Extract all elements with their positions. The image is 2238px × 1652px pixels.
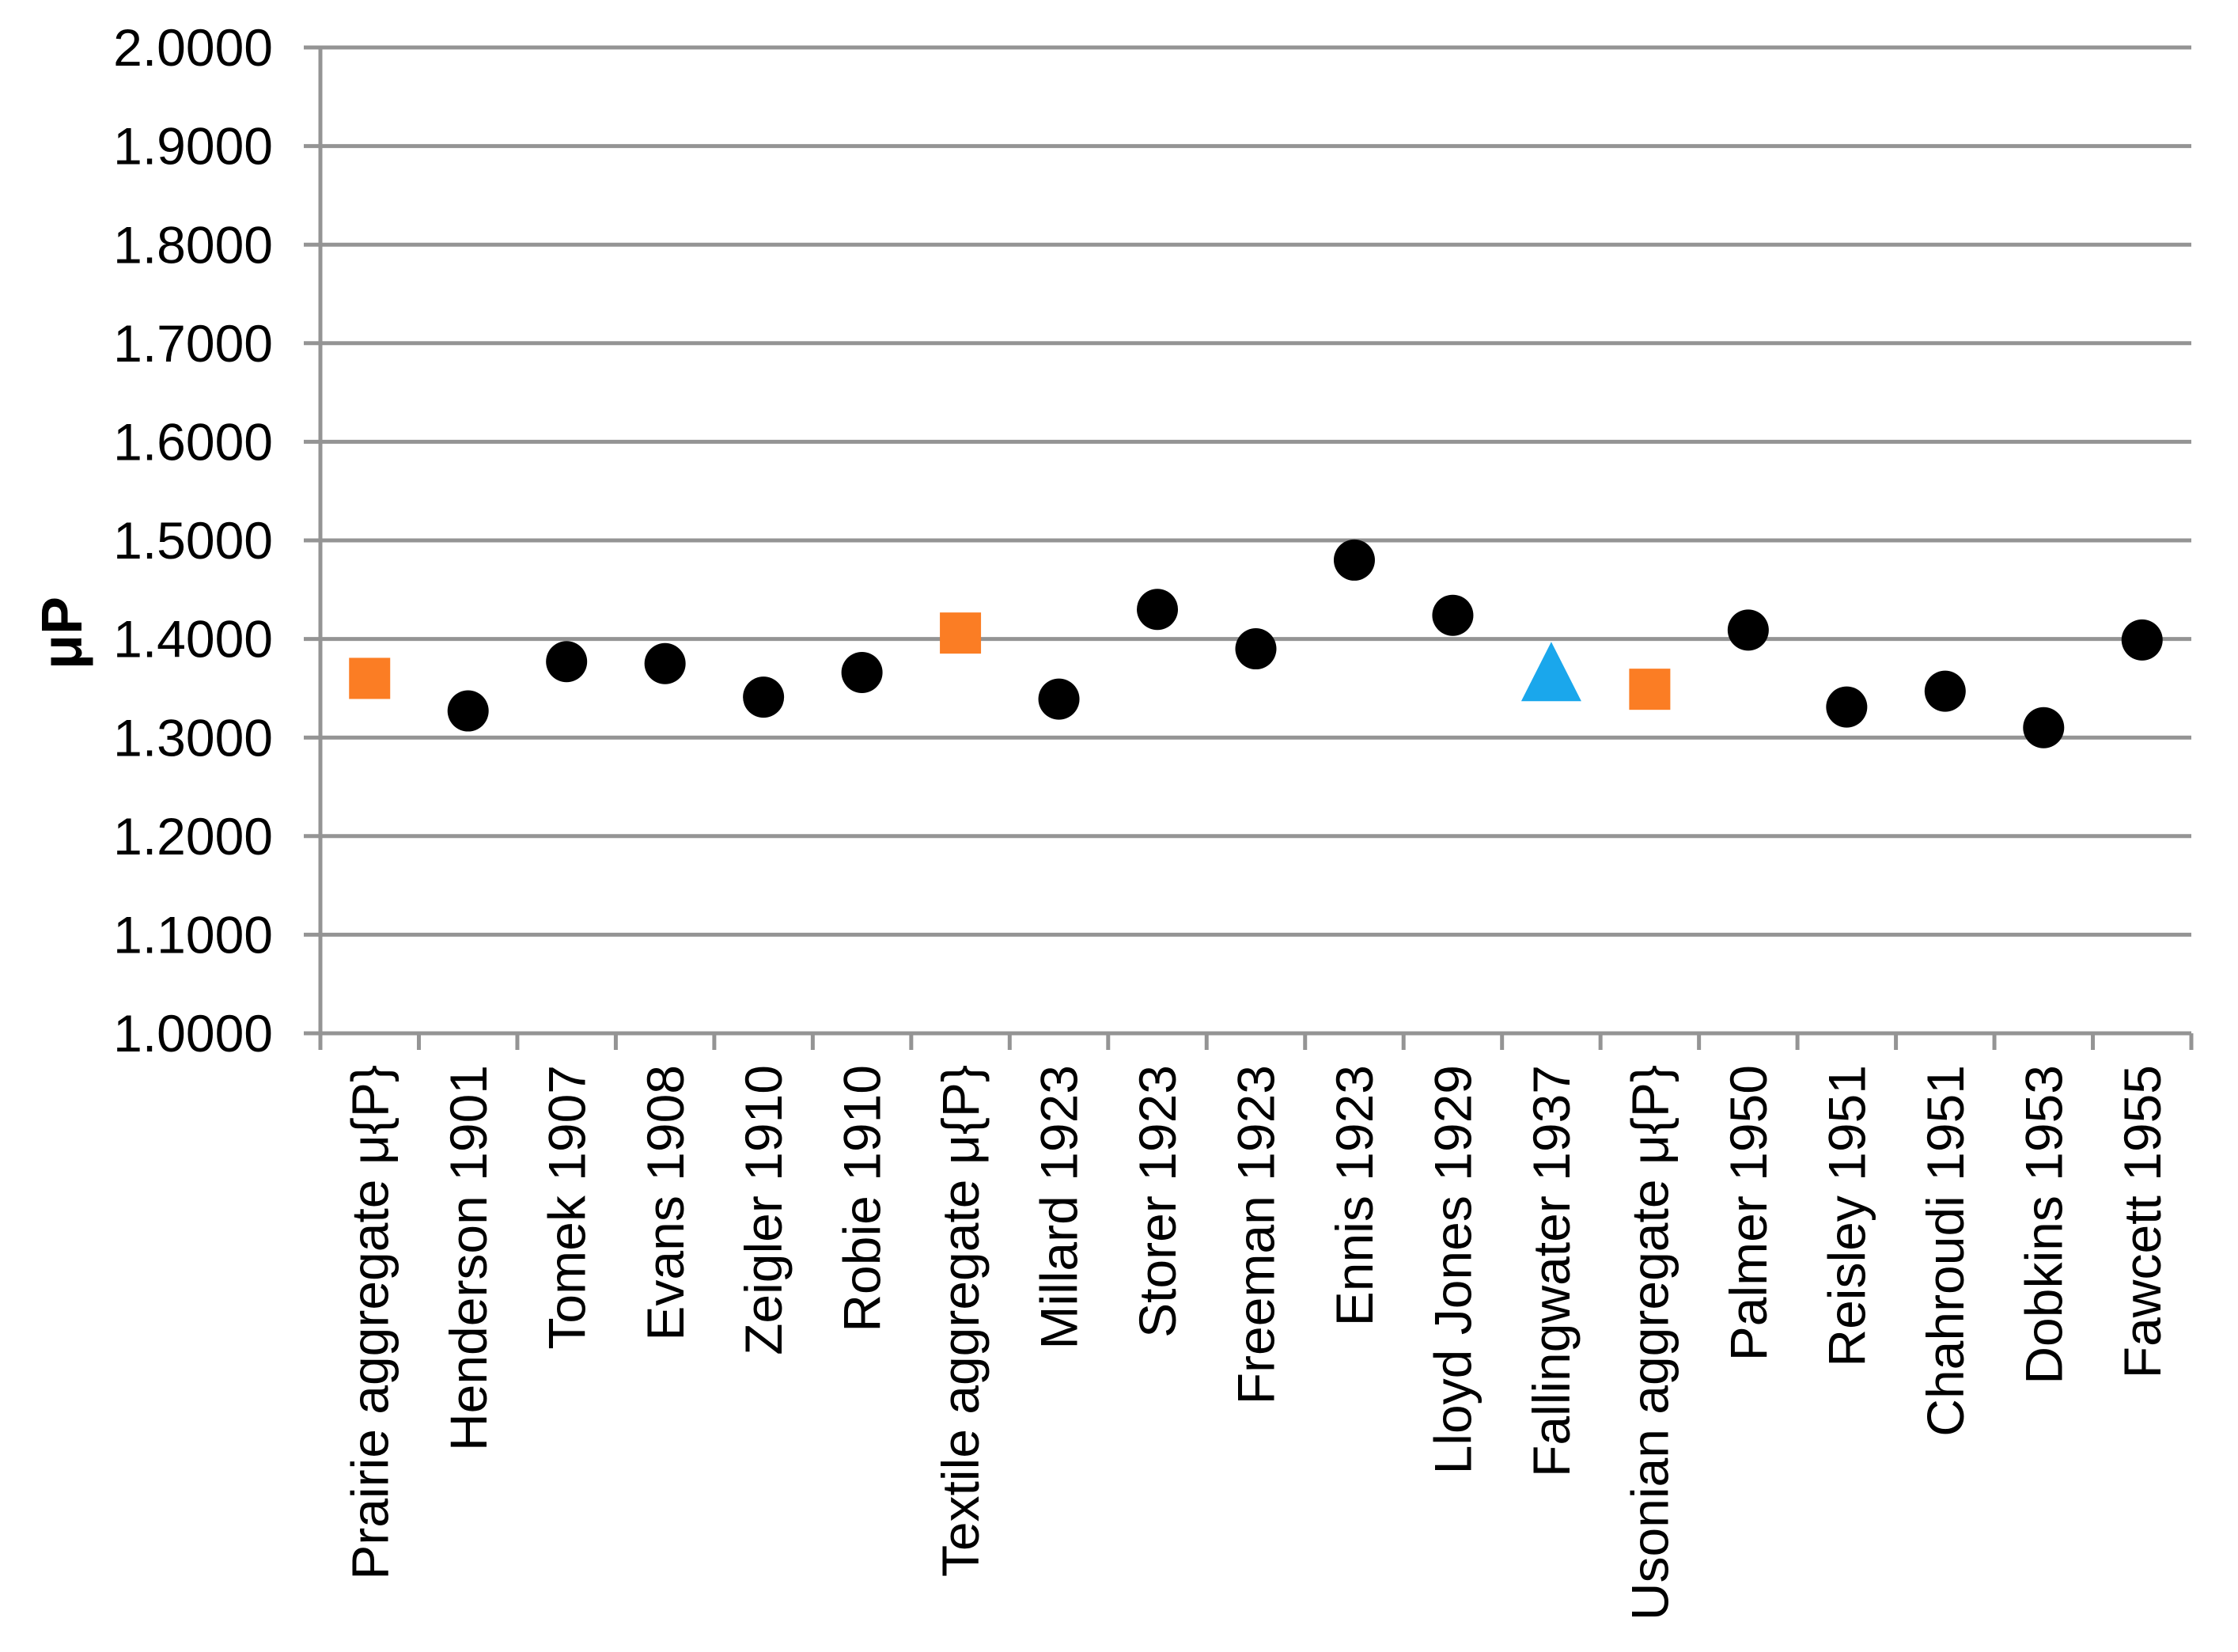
x-category-label: Chahroudi 1951 bbox=[1916, 1065, 1975, 1437]
x-category-label: Ennis 1923 bbox=[1325, 1065, 1384, 1326]
x-category-label: Fawcett 1955 bbox=[2113, 1065, 2172, 1378]
data-point-circle bbox=[2121, 619, 2163, 661]
x-category-label: Zeigler 1910 bbox=[734, 1065, 793, 1355]
x-category-label: Storer 1923 bbox=[1128, 1065, 1187, 1338]
y-tick-label: 1.6000 bbox=[113, 413, 273, 472]
x-category-label: Textile aggregate μ{P} bbox=[931, 1065, 990, 1577]
data-point-circle bbox=[644, 642, 686, 684]
y-tick-label: 1.7000 bbox=[113, 314, 273, 373]
data-point-circle bbox=[1432, 594, 1474, 636]
data-point-circle bbox=[2023, 707, 2065, 748]
x-category-label: Reisley 1951 bbox=[1817, 1065, 1876, 1367]
x-category-label: Fallingwater 1937 bbox=[1522, 1065, 1581, 1477]
y-tick-label: 1.0000 bbox=[113, 1004, 273, 1063]
x-category-label: Evans 1908 bbox=[636, 1065, 695, 1341]
y-tick-label: 1.1000 bbox=[113, 906, 273, 964]
y-tick-label: 1.3000 bbox=[113, 708, 273, 767]
y-tick-label: 2.0000 bbox=[113, 18, 273, 77]
y-tick-label: 1.5000 bbox=[113, 511, 273, 570]
y-tick-label: 1.8000 bbox=[113, 215, 273, 274]
data-point-circle bbox=[1826, 686, 1868, 728]
x-category-label: Dobkins 1953 bbox=[2014, 1065, 2073, 1385]
data-point-circle bbox=[743, 676, 785, 718]
data-point-circle bbox=[1038, 678, 1080, 720]
x-category-label: Palmer 1950 bbox=[1719, 1065, 1778, 1361]
x-category-label: Robie 1910 bbox=[833, 1065, 892, 1332]
data-point-square bbox=[940, 612, 982, 654]
x-category-label: Freeman 1923 bbox=[1227, 1065, 1286, 1404]
data-point-square bbox=[1629, 669, 1671, 710]
y-tick-label: 1.4000 bbox=[113, 610, 273, 669]
y-tick-label: 1.2000 bbox=[113, 807, 273, 866]
x-category-label: Henderson 1901 bbox=[439, 1065, 498, 1451]
data-point-circle bbox=[1235, 628, 1277, 670]
x-category-label: Millard 1923 bbox=[1030, 1065, 1089, 1350]
y-tick-label: 1.9000 bbox=[113, 117, 273, 176]
x-category-label: Lloyd Jones 1929 bbox=[1424, 1065, 1483, 1474]
data-point-circle bbox=[546, 641, 588, 683]
data-point-circle bbox=[1333, 539, 1375, 581]
x-category-label: Tomek 1907 bbox=[537, 1065, 596, 1350]
data-point-circle bbox=[841, 651, 883, 693]
x-category-label: Prairie aggregate μ{P} bbox=[340, 1065, 399, 1580]
data-point-circle bbox=[1137, 589, 1179, 631]
x-category-label: Usonian aggregate μ{P} bbox=[1620, 1065, 1679, 1620]
data-point-square bbox=[349, 657, 391, 699]
data-point-triangle bbox=[1520, 642, 1581, 702]
y-axis-title: μP bbox=[31, 597, 94, 669]
data-point-circle bbox=[1924, 670, 1966, 712]
data-point-circle bbox=[1727, 609, 1769, 651]
data-point-circle bbox=[447, 690, 489, 732]
